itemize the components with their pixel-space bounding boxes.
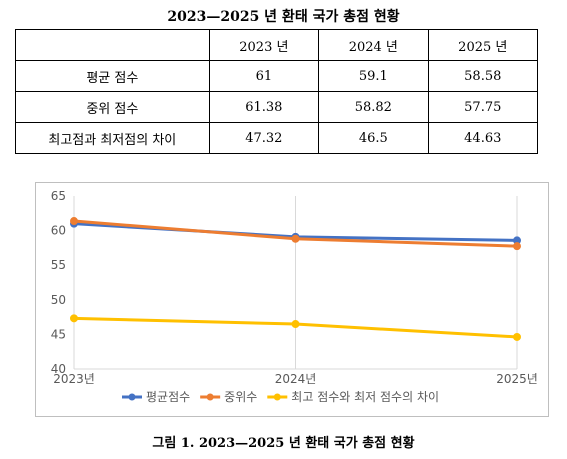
col-header-2023: 2023 년 (208, 29, 320, 61)
legend-swatch-marker (273, 393, 281, 401)
data-point (513, 332, 521, 341)
table-header-row: 2023 년 2024 년 2025 년 (15, 29, 539, 61)
y-tick-label: 45 (51, 327, 66, 341)
x-tick-label: 2025년 (496, 372, 538, 386)
data-point (513, 242, 521, 251)
data-point (70, 314, 78, 323)
row-label: 평균 점수 (15, 60, 210, 92)
data-point (70, 217, 78, 226)
legend-swatch-marker (128, 393, 136, 401)
y-tick-label: 40 (51, 362, 66, 376)
table-title: 2023—2025 년 환태 국가 총점 현황 (167, 9, 400, 25)
legend-swatch-marker (206, 393, 214, 401)
x-tick-label: 2023년 (53, 372, 95, 386)
x-tick-label: 2024년 (275, 372, 317, 386)
y-tick-label: 65 (51, 189, 66, 203)
row-label: 최고점과 최저점의 차이 (15, 122, 210, 154)
data-point (291, 320, 300, 329)
legend-label: 평균점수 (146, 390, 190, 404)
table-cell: 58.58 (427, 60, 539, 92)
legend-label: 중위수 (224, 390, 257, 404)
table-row: 최고점과 최저점의 차이 47.32 46.5 44.63 (15, 122, 539, 154)
y-tick-label: 50 (51, 293, 66, 307)
table-row: 중위 점수 61.38 58.82 57.75 (15, 91, 539, 123)
row-label: 중위 점수 (15, 91, 210, 123)
legend-label: 최고 점수와 최저 점수의 차이 (291, 390, 439, 404)
col-header-2025: 2025 년 (427, 29, 539, 61)
col-header-2024: 2024 년 (318, 29, 429, 61)
table-cell: 44.63 (427, 122, 539, 154)
table-cell: 57.75 (427, 91, 539, 123)
table-cell: 46.5 (318, 122, 429, 154)
data-point (291, 234, 300, 243)
y-tick-label: 55 (51, 258, 66, 272)
table-row: 평균 점수 61 59.1 58.58 (15, 60, 539, 92)
table-cell: 58.82 (318, 91, 429, 123)
figure-caption: 그림 1. 2023—2025 년 환태 국가 총점 현황 (152, 436, 415, 451)
table-cell: 59.1 (318, 60, 429, 92)
score-table: 2023 년 2024 년 2025 년 평균 점수 61 59.1 58.58… (15, 29, 539, 154)
table-corner-cell (15, 29, 210, 61)
table-cell: 47.32 (208, 122, 320, 154)
table-cell: 61.38 (208, 91, 320, 123)
y-tick-label: 60 (51, 224, 66, 238)
table-cell: 61 (208, 60, 320, 92)
